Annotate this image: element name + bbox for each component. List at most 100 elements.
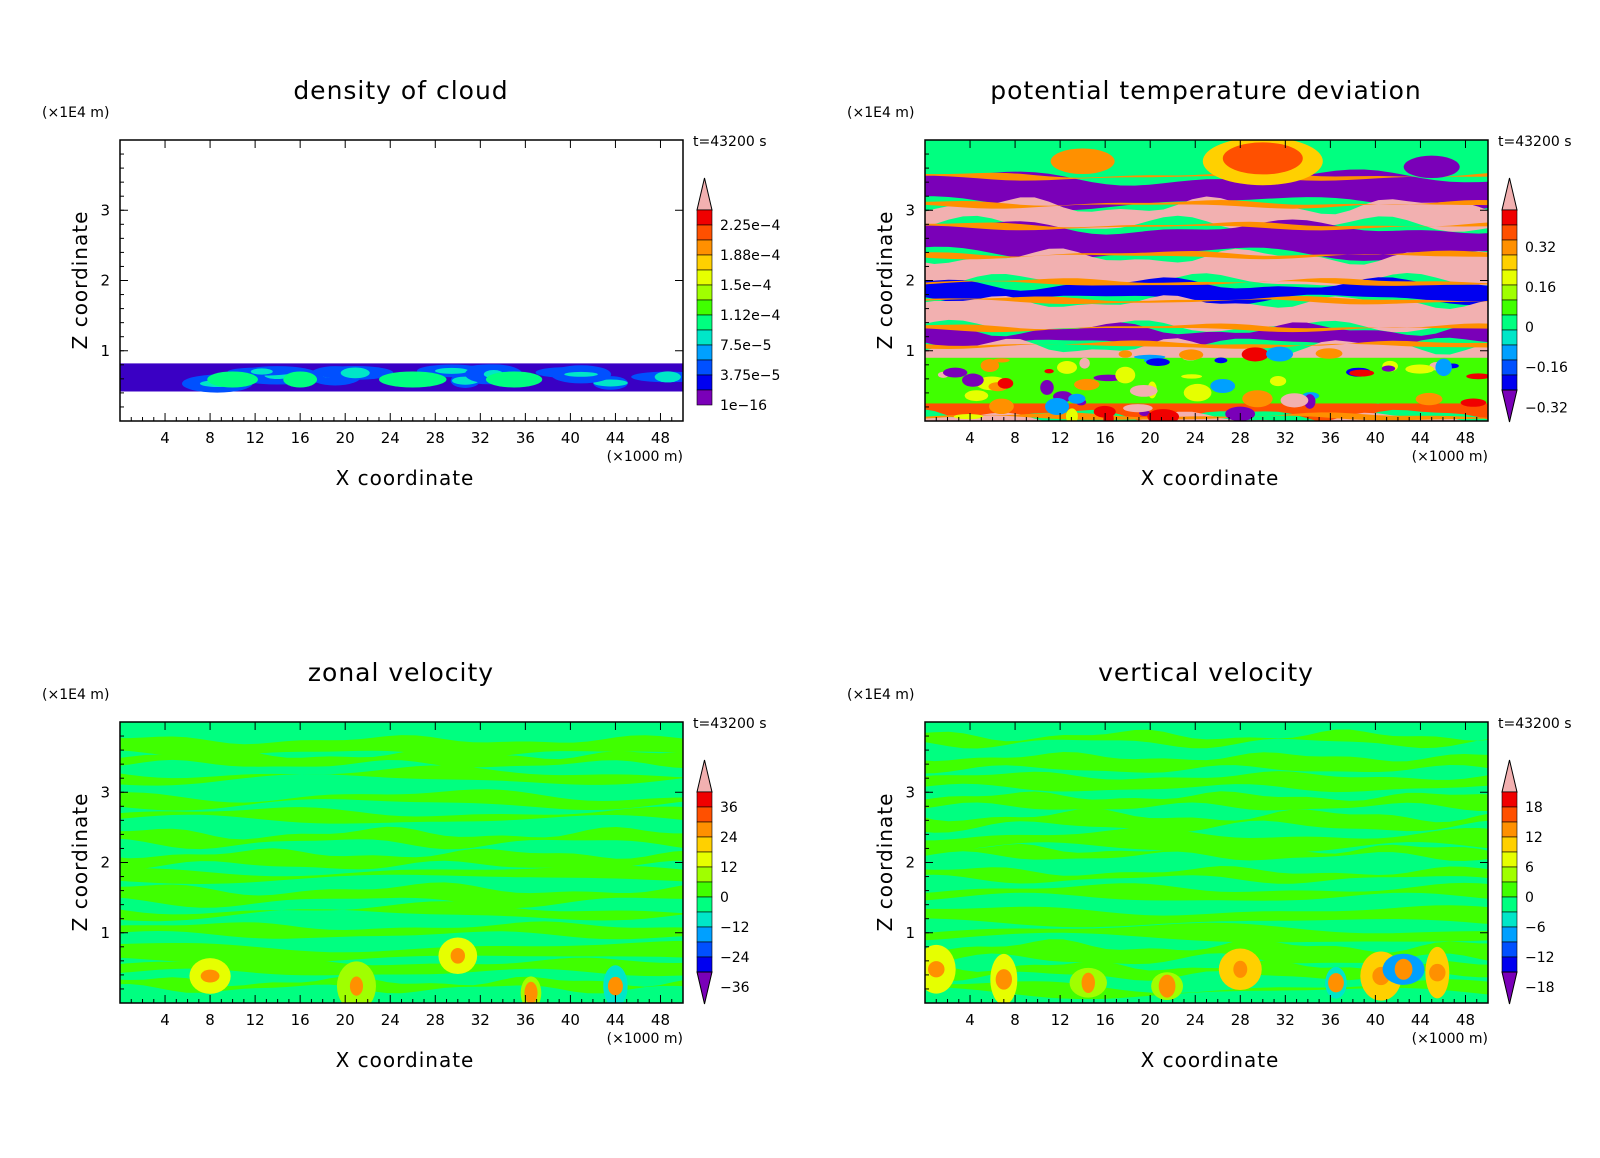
theta-edge <box>925 412 1488 421</box>
theta-eddy <box>1115 366 1136 384</box>
colorbar-label: 18 <box>1525 800 1543 816</box>
y-tick-label: 3 <box>100 201 110 219</box>
theta-blob <box>1050 148 1115 175</box>
field <box>120 722 683 1003</box>
colorbar: 36 24 12 0 −12 −24 −36 <box>696 759 750 1005</box>
colorbar-segment <box>696 329 713 346</box>
colorbar-label: 24 <box>720 830 738 846</box>
theta-eddy <box>1269 376 1287 387</box>
field <box>925 140 1488 421</box>
colorbar-segment <box>1501 329 1518 346</box>
x-tick-label: 28 <box>426 429 445 447</box>
colorbar-segment <box>696 881 713 898</box>
colorbar-segment <box>696 956 713 973</box>
theta-eddy <box>993 358 1010 363</box>
velocity-band <box>925 922 1488 943</box>
velocity-core <box>607 976 623 996</box>
velocity-band <box>120 826 683 850</box>
x-tick-label: 16 <box>291 1011 310 1029</box>
colorbar-label: 1.5e−4 <box>720 278 772 294</box>
x-tick-label: 12 <box>1051 1011 1070 1029</box>
cloud-core <box>593 379 628 387</box>
colorbar-label: 1.12e−4 <box>720 308 781 324</box>
colorbar-segment <box>696 299 713 316</box>
colorbar-top-arrow <box>1501 759 1518 793</box>
x-tick-label: 24 <box>381 1011 400 1029</box>
velocity-band <box>925 866 1488 884</box>
theta-eddy <box>1129 384 1158 397</box>
theta-eddy <box>1040 380 1054 395</box>
colorbar-segment <box>1501 821 1518 838</box>
x-tick-label: 44 <box>606 1011 625 1029</box>
theta-eddy <box>1123 404 1153 413</box>
x-tick-label: 48 <box>1456 1011 1475 1029</box>
colorbar-label: 0 <box>1525 320 1534 336</box>
colorbar-segment <box>1501 956 1518 973</box>
velocity-band <box>925 752 1488 774</box>
colorbar-bottom-arrow <box>1501 971 1518 1005</box>
y-unit-label: (×1E4 m) <box>847 105 914 121</box>
theta-eddy <box>1460 398 1487 407</box>
colorbar: 2.25e−4 1.88e−4 1.5e−4 1.12e−4 7.5e−5 3.75e−5… <box>696 177 781 414</box>
colorbar-segment <box>1501 806 1518 823</box>
velocity-band <box>120 789 683 811</box>
y-tick-label: 1 <box>905 342 915 360</box>
colorbar-segment <box>696 896 713 913</box>
velocity-band <box>925 882 1488 901</box>
theta-band <box>925 196 1488 232</box>
theta-eddy <box>1147 409 1180 421</box>
chart-panel: density of cloud(×1E4 m)t=43200 s4 8 12 16 2… <box>42 76 781 490</box>
colorbar-top-arrow <box>696 759 713 793</box>
theta-eddy <box>1068 393 1086 404</box>
colorbar-segment <box>1501 269 1518 286</box>
field <box>120 140 683 421</box>
theta-eddy <box>1065 408 1078 421</box>
colorbar-segment <box>696 344 713 361</box>
colorbar-segment <box>696 359 713 376</box>
time-label: t=43200 s <box>1498 134 1572 150</box>
y-tick-label: 2 <box>905 854 915 872</box>
x-tick-label: 40 <box>561 429 580 447</box>
x-tick-label: 20 <box>1141 1011 1160 1029</box>
x-axis-label: X coordinate <box>336 466 475 490</box>
colorbar-segment <box>1501 299 1518 316</box>
x-unit-label: (×1000 m) <box>1412 449 1488 465</box>
theta-eddy <box>964 390 989 402</box>
colorbar-segment <box>696 851 713 868</box>
theta-eddy <box>1466 373 1488 380</box>
colorbar-label: 7.5e−5 <box>720 338 772 354</box>
velocity-band <box>120 901 683 922</box>
theta-edge <box>925 221 1488 231</box>
colorbar-segment <box>1501 926 1518 943</box>
cloud-core <box>340 367 370 379</box>
velocity-band <box>925 729 1488 749</box>
colorbar-label: −0.32 <box>1525 400 1568 416</box>
velocity-band <box>925 939 1488 965</box>
colorbar-label: −12 <box>720 920 750 936</box>
x-tick-label: 16 <box>1096 1011 1115 1029</box>
colorbar-label: 36 <box>720 800 738 816</box>
colorbar-label: 6 <box>1525 860 1534 876</box>
theta-eddy <box>980 359 1000 373</box>
x-tick-label: 20 <box>336 429 355 447</box>
y-tick-label: 1 <box>100 342 110 360</box>
colorbar-label: 0 <box>720 890 729 906</box>
chart-title: density of cloud <box>293 76 508 105</box>
colorbar-label: 2.25e−4 <box>720 218 781 234</box>
velocity-band <box>925 979 1488 1000</box>
colorbar-segment <box>1501 344 1518 361</box>
y-tick-label: 2 <box>100 854 110 872</box>
theta-eddy <box>1280 393 1309 408</box>
y-axis-label: Z coordinate <box>873 211 897 350</box>
y-tick-label: 3 <box>905 201 915 219</box>
velocity-band <box>925 808 1488 833</box>
x-tick-label: 48 <box>651 429 670 447</box>
chart-panel: potential temperature deviation (×1E4 m) t… <box>847 76 1572 490</box>
theta-band <box>925 295 1488 333</box>
x-tick-label: 8 <box>1010 429 1020 447</box>
x-tick-label: 12 <box>1051 429 1070 447</box>
y-tick-label: 1 <box>905 924 915 942</box>
colorbar-segment <box>1501 209 1518 226</box>
theta-eddy <box>1045 397 1070 415</box>
colorbar-segment <box>1501 836 1518 853</box>
